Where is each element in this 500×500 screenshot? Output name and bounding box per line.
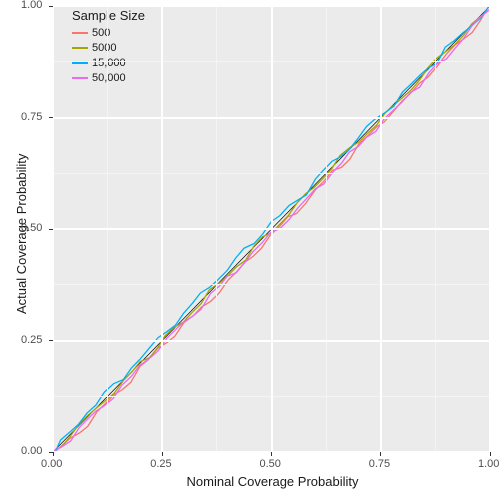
y-tick-label: 1.00 xyxy=(21,0,42,11)
legend-item: 5000 xyxy=(72,40,145,55)
grid-major-h xyxy=(53,117,490,119)
coverage-chart: Sample Size 500 5000 15,000 50,000 Nominal … xyxy=(0,0,500,500)
x-tick-mark xyxy=(162,452,163,456)
y-tick-mark xyxy=(49,6,53,7)
x-tick-mark xyxy=(271,452,272,456)
grid-major-h xyxy=(53,5,490,7)
x-axis-title: Nominal Coverage Probability xyxy=(187,474,359,489)
legend-title: Sample Size xyxy=(72,8,145,23)
y-tick-label: 0.50 xyxy=(21,222,42,234)
legend-label: 50,000 xyxy=(92,72,126,84)
legend-item: 50,000 xyxy=(72,70,145,85)
y-tick-mark xyxy=(49,340,53,341)
grid-major-h xyxy=(53,228,490,230)
legend-swatch-icon xyxy=(72,77,88,79)
y-tick-label: 0.25 xyxy=(21,334,42,346)
legend-label: 15,000 xyxy=(92,57,126,69)
x-tick-label: 1.00 xyxy=(478,458,499,470)
y-tick-mark xyxy=(49,229,53,230)
legend-item: 500 xyxy=(72,25,145,40)
x-tick-label: 0.75 xyxy=(369,458,390,470)
x-tick-mark xyxy=(53,452,54,456)
legend-label: 5000 xyxy=(92,42,116,54)
y-tick-mark xyxy=(49,452,53,453)
legend-swatch-icon xyxy=(72,32,88,34)
x-tick-label: 0.25 xyxy=(150,458,171,470)
grid-major-v xyxy=(380,6,382,452)
legend: Sample Size 500 5000 15,000 50,000 xyxy=(72,8,145,85)
y-tick-label: 0.00 xyxy=(21,445,42,457)
grid-major-v xyxy=(489,6,491,452)
legend-swatch-icon xyxy=(72,47,88,49)
x-tick-label: 0.50 xyxy=(260,458,281,470)
y-tick-label: 0.75 xyxy=(21,111,42,123)
legend-item: 15,000 xyxy=(72,55,145,70)
x-tick-mark xyxy=(490,452,491,456)
y-tick-mark xyxy=(49,117,53,118)
x-tick-label: 0.00 xyxy=(41,458,62,470)
x-tick-mark xyxy=(380,452,381,456)
